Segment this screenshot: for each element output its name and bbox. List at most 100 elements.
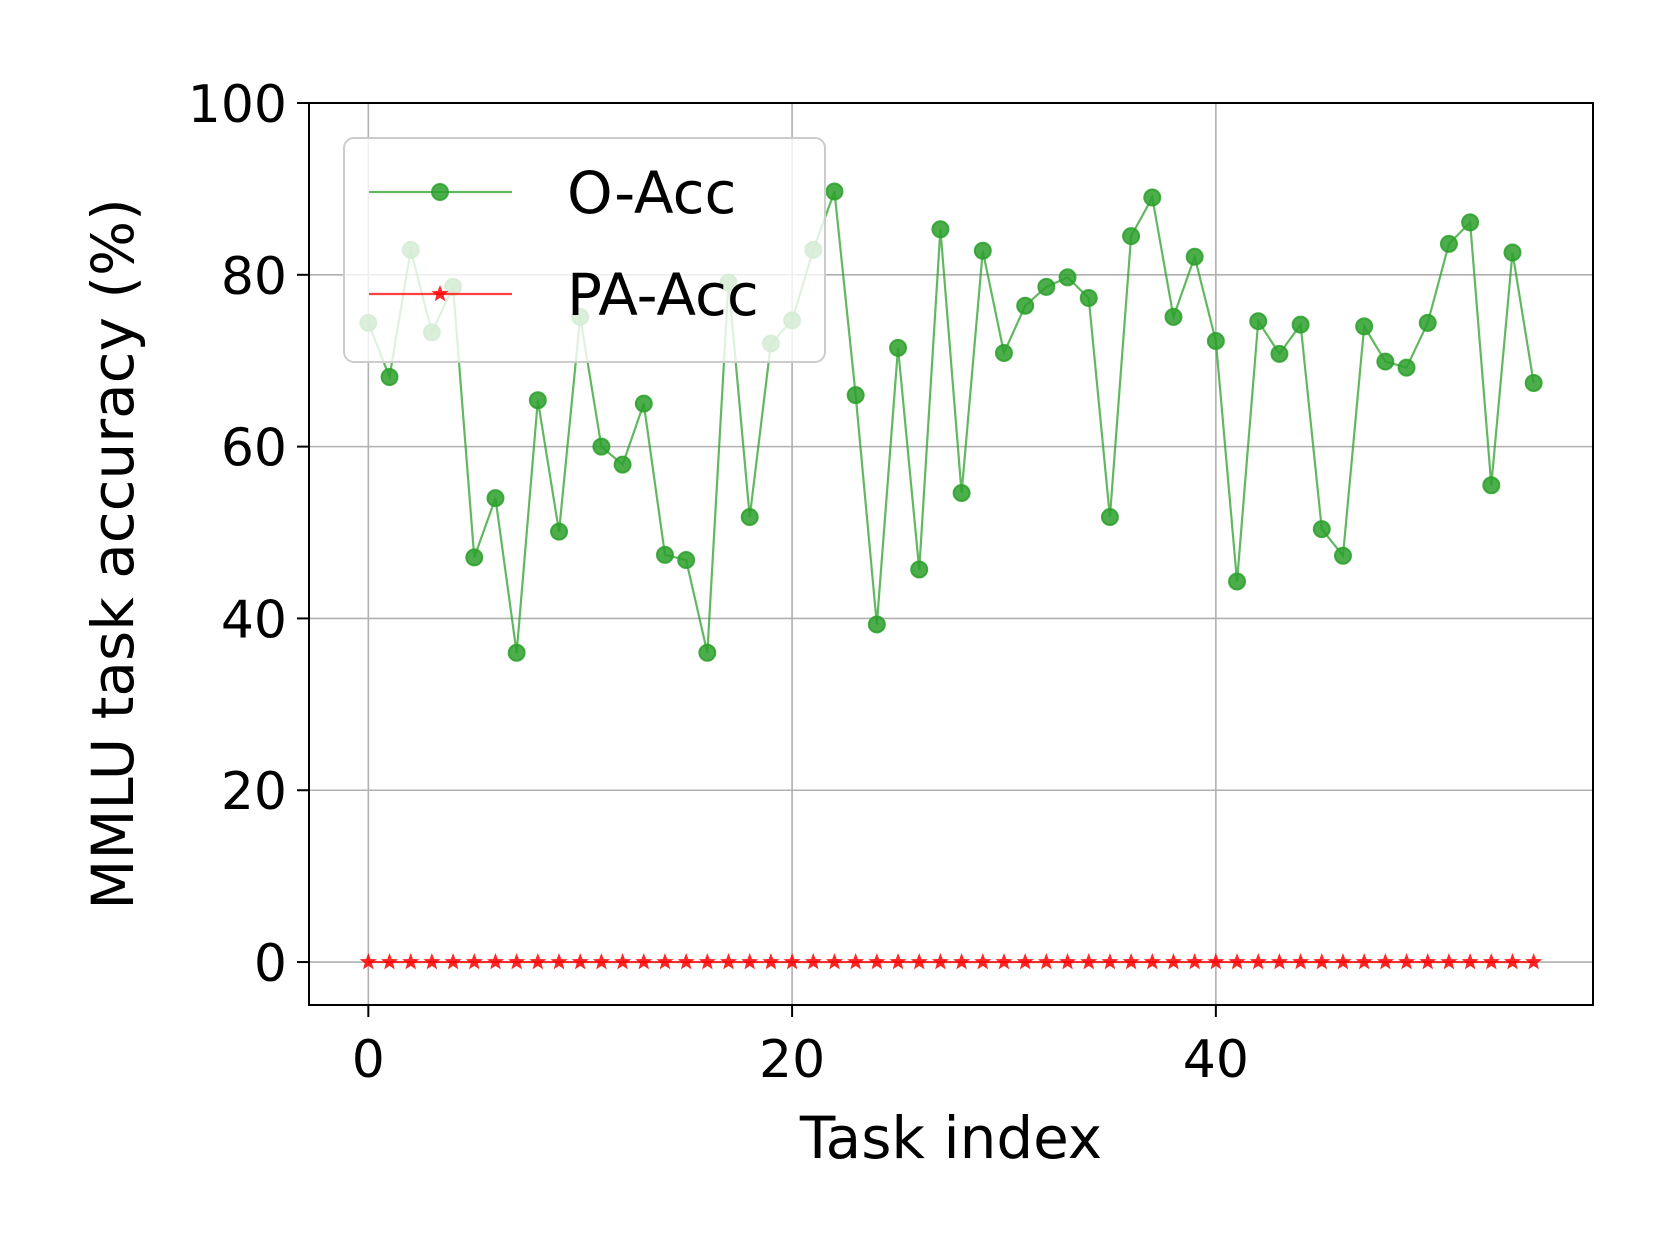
data-point <box>1122 227 1141 246</box>
data-point <box>1058 953 1077 970</box>
data-point <box>868 953 886 970</box>
data-point <box>740 508 759 527</box>
data-point <box>1016 296 1035 315</box>
x-tick-label: 0 <box>352 1030 385 1090</box>
data-point <box>825 953 844 970</box>
data-point <box>1206 331 1225 350</box>
data-point <box>1292 953 1310 970</box>
data-point <box>508 953 526 970</box>
data-point <box>1376 953 1394 970</box>
legend-label: O-Acc <box>567 159 736 227</box>
series-pa-acc <box>359 953 1543 970</box>
data-point <box>528 391 547 410</box>
data-point <box>465 953 483 970</box>
data-point <box>656 953 674 970</box>
data-point <box>762 953 780 970</box>
legend-marker <box>431 183 449 201</box>
data-point <box>1037 953 1055 970</box>
legend-label: PA-Acc <box>567 261 759 329</box>
data-point <box>550 953 568 970</box>
data-point <box>1058 268 1077 287</box>
data-point <box>910 560 929 579</box>
data-point <box>1164 307 1183 326</box>
data-point <box>994 343 1013 362</box>
data-point <box>825 182 844 201</box>
data-point <box>1312 520 1331 539</box>
data-point <box>1440 953 1458 970</box>
legend-box <box>343 137 826 363</box>
data-point <box>1503 953 1522 970</box>
data-point <box>1185 247 1204 266</box>
data-point <box>1228 572 1247 591</box>
data-point <box>1016 953 1034 970</box>
plot-area-frame <box>308 102 1594 1006</box>
y-tick-label: 0 <box>254 934 287 994</box>
data-point <box>1376 352 1395 371</box>
data-point <box>1228 953 1246 970</box>
data-point <box>1461 213 1480 232</box>
data-point <box>1101 953 1119 970</box>
data-point <box>1313 953 1331 970</box>
data-point <box>486 953 505 970</box>
data-point <box>952 484 971 503</box>
data-point <box>1439 234 1458 253</box>
data-point <box>592 953 610 970</box>
data-point <box>889 953 907 970</box>
data-point <box>804 953 822 970</box>
legend: O-Acc PA-Acc <box>343 137 826 363</box>
data-point <box>444 953 462 970</box>
data-point <box>529 953 547 970</box>
data-point <box>1186 953 1204 970</box>
data-point <box>783 953 801 970</box>
y-tick-label: 40 <box>221 590 287 650</box>
data-point <box>847 953 865 970</box>
data-point <box>1355 953 1373 970</box>
data-point <box>1525 953 1543 970</box>
data-point <box>1355 317 1374 336</box>
data-point <box>359 953 377 970</box>
data-point <box>380 368 399 387</box>
data-point <box>973 241 992 260</box>
y-tick-label: 80 <box>221 247 287 307</box>
data-point <box>741 953 759 970</box>
data-point <box>423 953 441 970</box>
y-tick-label: 60 <box>221 419 287 479</box>
data-point <box>1270 953 1288 970</box>
data-point <box>698 643 717 662</box>
data-point <box>719 953 738 970</box>
data-point <box>550 522 569 541</box>
y-tick-label: 100 <box>188 75 287 135</box>
legend-marker <box>431 285 449 302</box>
data-point <box>698 953 716 970</box>
y-axis-label: MMLU task accuracy (%) <box>79 198 147 909</box>
data-point <box>1270 344 1289 363</box>
data-point <box>634 394 653 413</box>
data-point <box>1482 476 1501 495</box>
data-point <box>910 953 928 970</box>
data-point <box>1207 953 1225 970</box>
x-tick-label: 20 <box>759 1030 825 1090</box>
data-point <box>571 953 589 970</box>
data-point <box>1122 953 1140 970</box>
data-point <box>486 489 505 508</box>
data-point <box>1079 289 1098 308</box>
data-point <box>974 953 992 970</box>
data-point <box>1291 315 1310 334</box>
data-point <box>655 545 674 564</box>
data-point <box>1143 953 1161 970</box>
data-point <box>1143 188 1162 207</box>
data-point <box>931 953 949 970</box>
data-point <box>402 953 420 970</box>
data-point <box>889 338 908 357</box>
data-point <box>1482 953 1500 970</box>
y-axis: 0 20 40 60 80 100 <box>188 75 309 994</box>
data-point <box>613 455 632 474</box>
data-point <box>1418 313 1437 332</box>
x-axis-label: Task index <box>799 1104 1102 1172</box>
data-point <box>995 953 1013 970</box>
data-point <box>465 548 484 567</box>
data-point <box>1419 953 1437 970</box>
x-tick-label: 40 <box>1183 1030 1249 1090</box>
data-point <box>1503 243 1522 262</box>
